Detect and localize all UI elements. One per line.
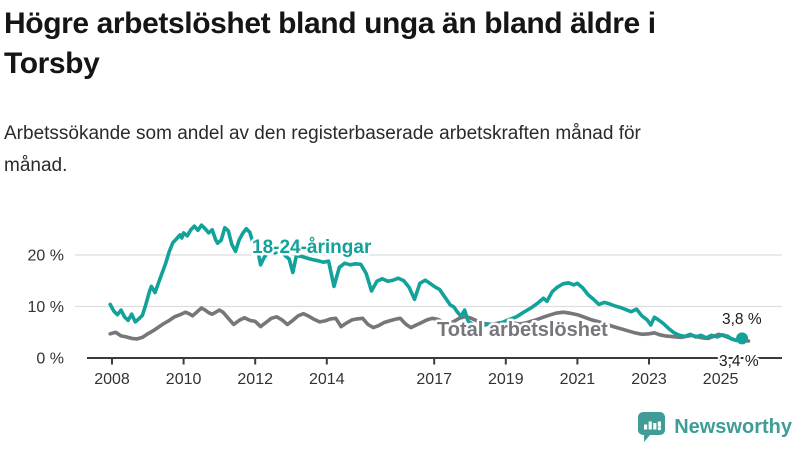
end-value-label-youth: 3,8 % <box>722 311 762 328</box>
x-tick-label: 2023 <box>631 371 667 388</box>
x-tick-label: 2010 <box>166 371 202 388</box>
chart-title: Högre arbetslöshet bland unga än bland ä… <box>4 7 656 80</box>
newsworthy-logo-icon <box>638 412 666 442</box>
x-tick-label: 2017 <box>416 371 452 388</box>
line-chart: 0 % 10 % 20 % 2008 2010 2012 2014 2017 2019 2021 2… <box>28 223 782 388</box>
brand-footer[interactable]: Newsworthy <box>638 412 792 442</box>
series-label-youth: 18-24-åringar <box>252 237 372 258</box>
logo-bar-1 <box>644 424 648 430</box>
series-line-total <box>108 306 751 343</box>
y-tick-label: 20 % <box>28 248 64 265</box>
series-label-total: Total arbetslöshet <box>437 319 608 341</box>
series-line-youth <box>108 223 744 343</box>
x-tick-label: 2019 <box>488 371 524 388</box>
logo-exclamation-bar <box>657 421 662 427</box>
x-tick-label: 2012 <box>237 371 273 388</box>
logo-exclamation-dot <box>657 426 662 431</box>
x-tick-label: 2008 <box>94 371 130 388</box>
x-tick-label: 2025 <box>703 371 739 388</box>
brand-name: Newsworthy <box>674 415 792 438</box>
y-tick-label: 0 % <box>36 351 64 368</box>
endpoint-dot-youth <box>736 332 749 345</box>
x-tick-label: 2021 <box>560 371 596 388</box>
logo-bar-3 <box>653 423 657 430</box>
y-tick-label: 10 % <box>28 299 64 316</box>
chart-subtitle: Arbetssökande som andel av den registerb… <box>4 123 641 176</box>
x-tick-label: 2014 <box>309 371 345 388</box>
end-value-label-total: 3,4 % <box>719 353 759 370</box>
logo-bar-2 <box>648 421 652 430</box>
